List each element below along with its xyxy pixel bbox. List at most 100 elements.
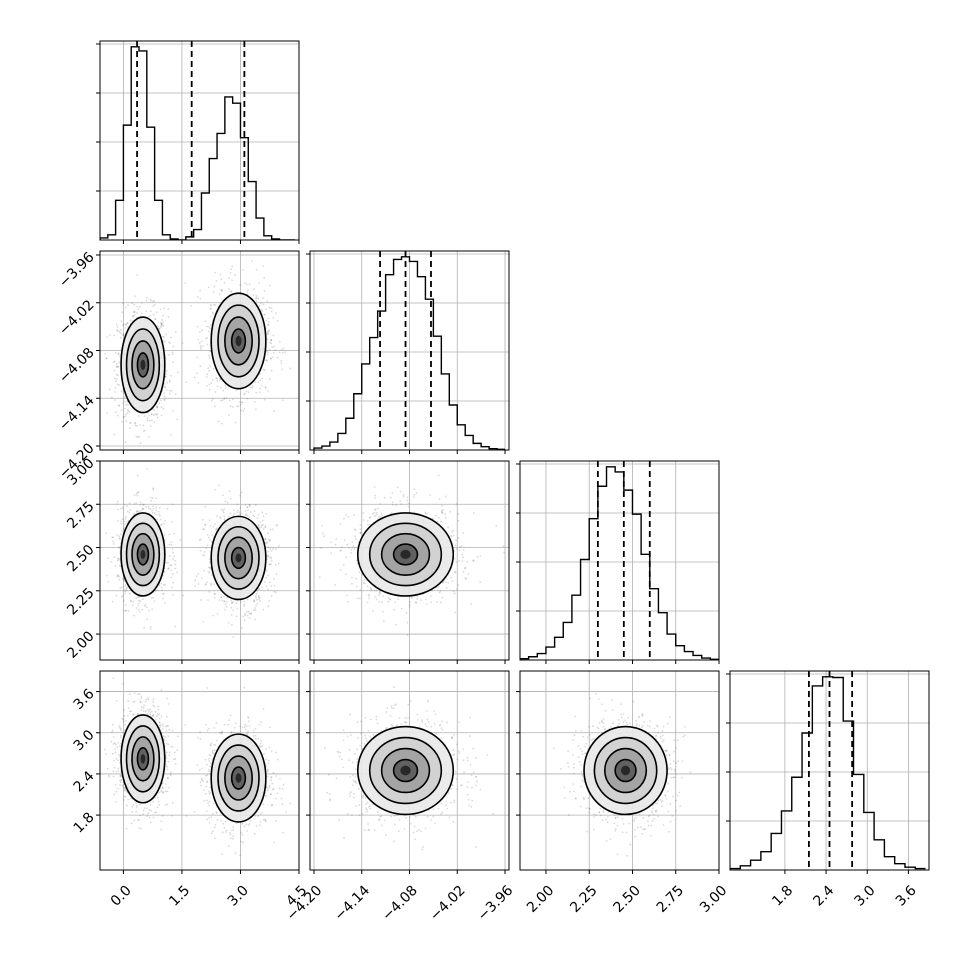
contour-0-2 (125, 328, 161, 402)
scatter-point (216, 385, 219, 388)
scatter-point (345, 573, 348, 576)
scatter-point (220, 596, 223, 599)
scatter-point (273, 410, 276, 412)
scatter-point (280, 362, 283, 365)
scatter-point (210, 534, 213, 537)
scatter-point (134, 422, 137, 425)
scatter-point (268, 600, 271, 602)
contour-0-1 (131, 340, 155, 390)
scatter-point (148, 414, 151, 417)
scatter-point (275, 591, 277, 594)
scatter-point (160, 323, 163, 326)
scatter-point (133, 303, 136, 306)
scatter-point (263, 398, 266, 401)
scatter-point (244, 281, 247, 284)
scatter-point (253, 510, 256, 513)
contour-1-0 (230, 328, 247, 354)
scatter-point (125, 587, 128, 589)
scatter-point (321, 532, 324, 535)
scatter-point (179, 538, 182, 541)
axes-frame (99, 460, 300, 661)
scatter-point (262, 528, 265, 531)
scatter-point (253, 600, 256, 603)
scatter-point (230, 606, 233, 609)
scatter-point (232, 601, 235, 603)
scatter-point (430, 601, 433, 604)
scatter-point (275, 525, 278, 527)
scatter-point (115, 323, 118, 326)
scatter-point (375, 589, 378, 592)
scatter-point (170, 434, 173, 437)
contour-0-3 (120, 512, 166, 597)
scatter-point (268, 540, 271, 543)
scatter-point (268, 329, 271, 332)
scatter-point (207, 566, 210, 569)
scatter-point (267, 317, 270, 320)
scatter-point (164, 340, 167, 343)
scatter-point (272, 334, 275, 337)
scatter-point (240, 401, 243, 404)
scatter-point (243, 605, 246, 607)
scatter-point (271, 346, 274, 348)
scatter-point (160, 406, 163, 408)
scatter-point (259, 521, 261, 523)
scatter-point (224, 387, 227, 390)
scatter-point (166, 562, 169, 564)
scatter-point (168, 533, 171, 536)
scatter-point (240, 601, 242, 604)
scatter-point (125, 587, 128, 590)
scatter-point (220, 399, 222, 402)
scatter-point (155, 413, 158, 416)
scatter-point (266, 300, 269, 302)
scatter-point (400, 503, 402, 506)
scatter-point (438, 591, 441, 594)
scatter-point (123, 503, 126, 506)
scatter-point (259, 600, 261, 603)
scatter-point (261, 511, 264, 514)
scatter-point (194, 585, 197, 587)
scatter-point (264, 525, 267, 528)
scatter-point (353, 548, 356, 550)
scatter-point (145, 299, 148, 302)
scatter-point (129, 599, 132, 602)
scatter-point (163, 602, 166, 604)
scatter-point (209, 350, 212, 352)
scatter-point (232, 609, 234, 611)
scatter-point (260, 524, 263, 527)
scatter-point (229, 512, 232, 515)
scatter-point (184, 282, 187, 285)
scatter-point (454, 571, 457, 574)
scatter-point (399, 500, 402, 503)
scatter-point (273, 590, 276, 593)
scatter-point (165, 389, 168, 392)
scatter-point (246, 598, 249, 601)
scatter-point (121, 518, 124, 521)
scatter-point (159, 326, 162, 328)
scatter-point (170, 374, 173, 377)
scatter-point (129, 427, 131, 430)
scatter-point (449, 510, 452, 513)
scatter-point (206, 599, 209, 601)
scatter-point (254, 297, 257, 300)
scatter-point (451, 530, 454, 533)
scatter-point (199, 538, 202, 541)
scatter-point (215, 377, 218, 380)
scatter-point (248, 612, 251, 615)
scatter-point (150, 413, 153, 415)
contour-1-2 (217, 304, 260, 378)
scatter-point (116, 500, 119, 503)
scatter-point (198, 342, 201, 344)
scatter-point (270, 556, 272, 558)
scatter-point (280, 348, 283, 351)
scatter-point (240, 627, 243, 629)
scatter-point (223, 600, 226, 603)
scatter-point (168, 381, 171, 383)
scatter-point (146, 417, 149, 419)
scatter-point (208, 591, 211, 593)
scatter-point (347, 600, 349, 603)
scatter-point (124, 403, 127, 406)
scatter-point (170, 569, 173, 572)
scatter-point (232, 398, 234, 401)
scatter-point (132, 600, 135, 603)
scatter-point (137, 491, 139, 494)
